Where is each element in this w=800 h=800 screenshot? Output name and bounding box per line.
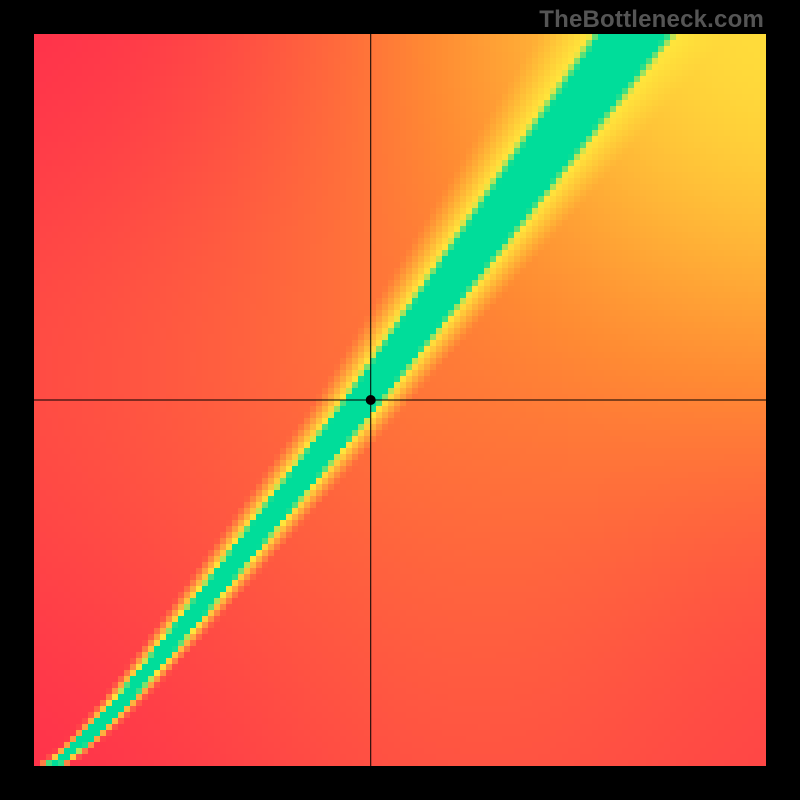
- chart-container: TheBottleneck.com: [0, 0, 800, 800]
- watermark-text: TheBottleneck.com: [539, 6, 764, 34]
- heatmap-canvas: [34, 34, 766, 766]
